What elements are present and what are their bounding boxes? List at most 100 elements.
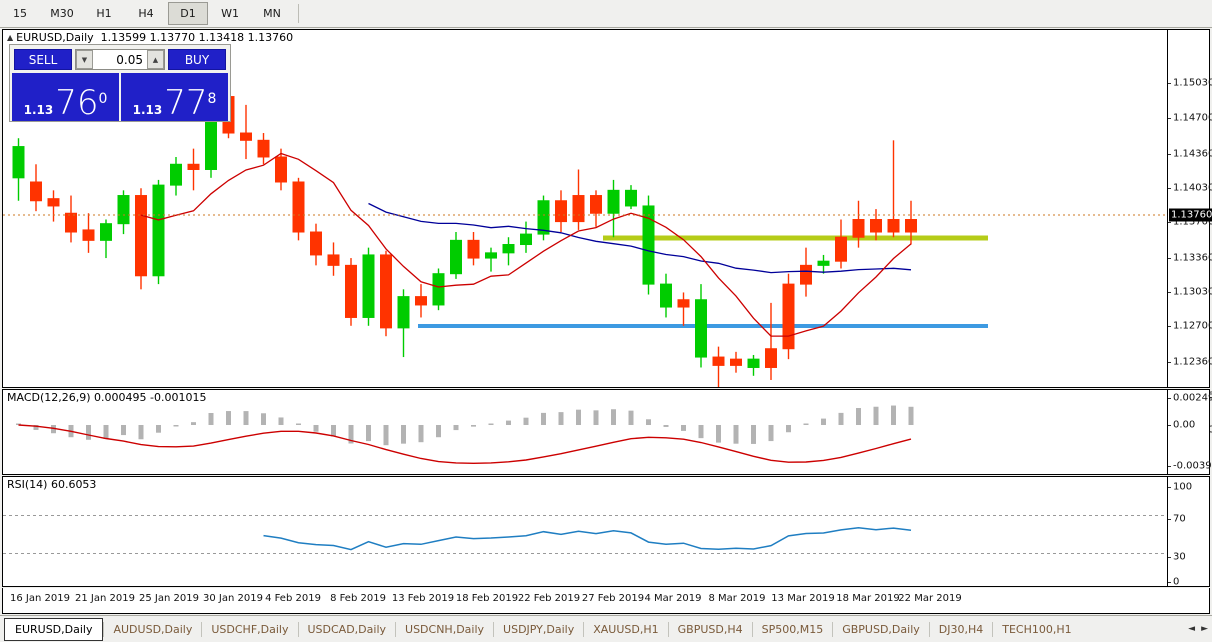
macd-histogram-bar bbox=[646, 419, 651, 425]
macd-y-axis[interactable]: 0.002495 0.00 -0.003919 bbox=[1167, 390, 1212, 474]
candle-body bbox=[292, 181, 305, 233]
candle-body bbox=[362, 254, 375, 318]
tab-separator bbox=[395, 621, 397, 637]
symbol-tab-usdcad-daily[interactable]: USDCAD,Daily bbox=[307, 622, 387, 636]
macd-histogram-bar bbox=[716, 425, 721, 443]
buy-price-quote[interactable]: 1.13 77 8 bbox=[121, 73, 228, 121]
macd-histogram-bar bbox=[33, 425, 39, 430]
macd-histogram-bar bbox=[138, 425, 144, 440]
candle-body bbox=[502, 244, 515, 254]
macd-histogram-bar bbox=[243, 411, 249, 425]
candle-body bbox=[537, 200, 550, 235]
candle-body bbox=[817, 260, 830, 266]
price-plot[interactable] bbox=[3, 30, 1168, 387]
timeframe-toolbar: 15 M30 H1 H4 D1 W1 MN bbox=[0, 0, 1212, 28]
candle-body bbox=[625, 189, 637, 207]
one-click-trading-panel[interactable]: SELL ▼ 0.05 ▲ BUY 1.13 76 0 bbox=[9, 44, 231, 122]
date-axis[interactable]: 16 Jan 2019 21 Jan 2019 25 Jan 2019 30 Jan … bbox=[2, 588, 1210, 614]
volume-stepper[interactable]: ▼ 0.05 ▲ bbox=[75, 49, 165, 70]
candle-body bbox=[485, 252, 497, 259]
axis-tick-mark bbox=[1168, 292, 1171, 293]
candle-body bbox=[117, 195, 130, 225]
chevron-down-icon[interactable]: ▼ bbox=[76, 50, 93, 69]
date-axis-label: 27 Feb 2019 bbox=[581, 593, 645, 604]
date-axis-label: 30 Jan 2019 bbox=[203, 593, 263, 604]
axis-tick-mark bbox=[1168, 425, 1171, 426]
symbol-tab-sp500-m15[interactable]: SP500,M15 bbox=[761, 622, 824, 636]
date-axis-label: 16 Jan 2019 bbox=[10, 593, 70, 604]
axis-tick-mark bbox=[1168, 83, 1171, 84]
macd-histogram-bar bbox=[558, 412, 564, 425]
axis-tick-label: 1.15030 bbox=[1173, 77, 1212, 89]
symbol-tab-gbpusd-daily[interactable]: GBPUSD,Daily bbox=[842, 622, 920, 636]
candle-body bbox=[835, 236, 847, 262]
macd-histogram-bar bbox=[226, 411, 231, 425]
chevron-up-icon[interactable]: ▲ bbox=[147, 50, 164, 69]
symbol-tab-xauusd-h1[interactable]: XAUUSD,H1 bbox=[593, 622, 659, 636]
axis-tick-mark bbox=[1168, 487, 1171, 488]
triangle-up-icon[interactable]: ▲ bbox=[7, 33, 14, 42]
symbol-tab-usdcnh-daily[interactable]: USDCNH,Daily bbox=[405, 622, 485, 636]
axis-tick-mark bbox=[1168, 466, 1171, 467]
axis-tick-mark bbox=[1168, 326, 1171, 327]
moving-average-line bbox=[368, 202, 912, 274]
axis-tick-label: 1.14030 bbox=[1173, 182, 1212, 194]
candle-body bbox=[82, 229, 95, 241]
tab-separator bbox=[992, 621, 994, 637]
candle-body bbox=[747, 358, 760, 368]
timeframe-button-w1[interactable]: W1 bbox=[221, 7, 239, 20]
timeframe-button-h1[interactable]: H1 bbox=[96, 7, 112, 20]
timeframe-button-15[interactable]: 15 bbox=[13, 7, 27, 20]
sell-price-fraction: 0 bbox=[98, 91, 108, 107]
macd-histogram-bar bbox=[611, 409, 616, 425]
macd-histogram-bar bbox=[156, 425, 161, 433]
date-axis-label: 22 Mar 2019 bbox=[898, 593, 962, 604]
chart-header: ▲ EURUSD,Daily 1.13599 1.13770 1.13418 1.… bbox=[7, 31, 293, 44]
symbol-tab-audusd-daily[interactable]: AUDUSD,Daily bbox=[113, 622, 193, 636]
timeframe-button-m30[interactable]: M30 bbox=[50, 7, 74, 20]
symbol-tab-dj30-h4[interactable]: DJ30,H4 bbox=[938, 622, 984, 636]
rsi-plot[interactable] bbox=[3, 477, 1168, 586]
arrow-right-icon[interactable]: ► bbox=[1201, 624, 1208, 634]
macd-histogram-bar bbox=[471, 425, 476, 427]
candle-body bbox=[642, 205, 655, 285]
axis-tick-label: 0 bbox=[1173, 576, 1180, 588]
symbol-tab-eurusd-daily[interactable]: EURUSD,Daily bbox=[4, 617, 104, 641]
sell-price-quote[interactable]: 1.13 76 0 bbox=[12, 73, 119, 121]
macd-histogram-bar bbox=[663, 425, 669, 427]
buy-button[interactable]: BUY bbox=[168, 49, 226, 70]
axis-tick-mark bbox=[1168, 362, 1171, 363]
axis-tick-mark bbox=[1168, 154, 1171, 155]
tab-separator bbox=[297, 621, 299, 637]
macd-plot[interactable] bbox=[3, 390, 1168, 474]
price-y-axis[interactable]: 1.15030 1.14700 1.14360 1.14030 1.13700 1.133… bbox=[1167, 30, 1212, 436]
symbol-tab-usdjpy-daily[interactable]: USDJPY,Daily bbox=[503, 622, 575, 636]
arrow-left-icon[interactable]: ◄ bbox=[1188, 624, 1196, 634]
buy-price-prefix: 1.13 bbox=[132, 103, 163, 117]
candle-body bbox=[572, 195, 585, 223]
timeframe-button-mn[interactable]: MN bbox=[263, 7, 281, 20]
date-axis-label: 18 Feb 2019 bbox=[455, 593, 519, 604]
macd-histogram-bar bbox=[418, 425, 424, 443]
symbol-tab-tech100-h1[interactable]: TECH100,H1 bbox=[1002, 622, 1072, 636]
sell-button[interactable]: SELL bbox=[14, 49, 72, 70]
symbol-tab-usdchf-daily[interactable]: USDCHF,Daily bbox=[211, 622, 289, 636]
macd-histogram-bar bbox=[261, 413, 266, 425]
symbol-tab-gbpusd-h4[interactable]: GBPUSD,H4 bbox=[677, 622, 743, 636]
buy-price-main: 77 bbox=[164, 83, 208, 123]
candle-body bbox=[782, 283, 795, 350]
candle-body bbox=[432, 273, 445, 306]
macd-histogram-bar bbox=[121, 425, 126, 436]
rsi-y-axis[interactable]: 100 70 30 0 bbox=[1167, 477, 1209, 588]
tab-separator bbox=[667, 621, 669, 637]
candle-body bbox=[660, 283, 672, 308]
date-axis-label: 4 Feb 2019 bbox=[265, 593, 321, 604]
axis-tick-label: 1.13030 bbox=[1173, 286, 1212, 298]
candle-body bbox=[555, 200, 567, 223]
timeframe-button-h4[interactable]: H4 bbox=[138, 7, 154, 20]
volume-input[interactable]: 0.05 bbox=[116, 52, 143, 67]
timeframe-button-d1[interactable]: D1 bbox=[168, 2, 208, 25]
macd-histogram-bar bbox=[296, 423, 301, 425]
macd-histogram-bar bbox=[698, 425, 704, 439]
